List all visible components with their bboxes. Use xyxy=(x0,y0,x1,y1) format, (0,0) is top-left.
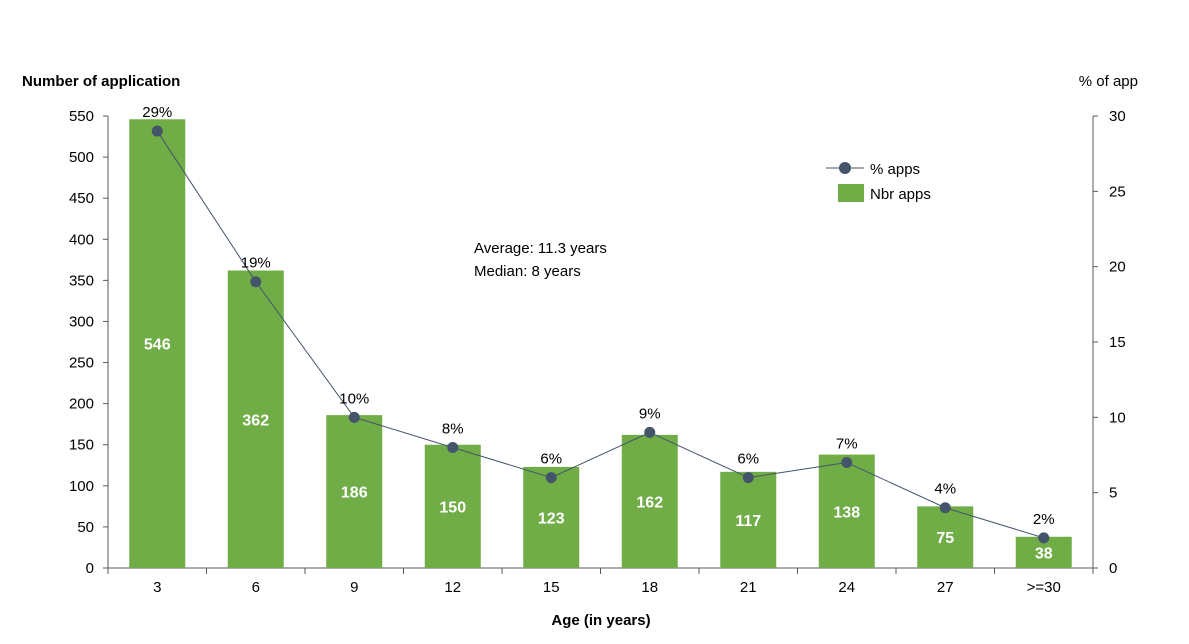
bar-value-label: 362 xyxy=(242,412,269,429)
y-axis-title: Number of application xyxy=(22,73,180,90)
x-tick-label: 24 xyxy=(838,579,855,596)
y-tick-label: 250 xyxy=(69,355,94,372)
line-value-label: 6% xyxy=(540,451,562,468)
y-tick-label: 150 xyxy=(69,437,94,454)
x-tick-label: 3 xyxy=(153,579,161,596)
legend-item-bar: Nbr apps xyxy=(838,184,931,203)
legend-label-bar: Nbr apps xyxy=(870,186,931,203)
line-point xyxy=(545,472,557,484)
y2-tick-label: 10 xyxy=(1109,409,1126,426)
y2-tick-label: 0 xyxy=(1109,560,1117,577)
y2-tick-label: 30 xyxy=(1109,108,1126,125)
line-point xyxy=(841,457,853,469)
line-value-label: 19% xyxy=(241,255,271,272)
legend-marker-swatch xyxy=(839,162,851,174)
bar-value-label: 150 xyxy=(439,499,466,516)
legend-label-line: % apps xyxy=(870,161,920,178)
y-tick-label: 0 xyxy=(86,560,94,577)
bar xyxy=(621,434,678,568)
bars xyxy=(129,119,1072,569)
y-tick-label: 300 xyxy=(69,313,94,330)
bar xyxy=(227,270,284,568)
line-point xyxy=(644,426,656,438)
data-labels: 546 362 186 150 123 162 117 138 75 38 29% 19% 10% 8% 6… xyxy=(142,104,1054,562)
line-point xyxy=(1038,532,1050,544)
legend: % apps Nbr apps xyxy=(826,161,931,203)
bar-value-label: 186 xyxy=(341,485,368,502)
line-value-label: 10% xyxy=(339,390,369,407)
line-value-label: 9% xyxy=(639,405,661,422)
bar-value-label: 38 xyxy=(1035,545,1053,562)
line-value-label: 6% xyxy=(737,451,759,468)
y-tick-label: 500 xyxy=(69,149,94,166)
annotation-average: Average: 11.3 years xyxy=(474,240,607,257)
x-tick-label: 27 xyxy=(937,579,954,596)
bar-value-label: 117 xyxy=(735,513,761,530)
bar-value-label: 75 xyxy=(936,530,954,547)
y2-tick-label: 5 xyxy=(1109,485,1117,502)
bar-value-label: 123 xyxy=(538,510,565,527)
line-point xyxy=(348,411,360,423)
line-point xyxy=(742,472,754,484)
bar xyxy=(326,415,383,568)
y-tick-label: 350 xyxy=(69,272,94,289)
line-point xyxy=(447,441,459,453)
y-tick-label: 50 xyxy=(77,519,94,536)
x-tick-label: 15 xyxy=(543,579,560,596)
line-value-label: 7% xyxy=(836,436,858,453)
bar xyxy=(523,466,580,568)
bar-value-label: 138 xyxy=(833,504,860,521)
line-point xyxy=(250,276,262,288)
line-value-label: 8% xyxy=(442,420,464,437)
x-tick-label: 18 xyxy=(641,579,658,596)
percent-series-line xyxy=(156,130,1044,539)
y2-axis-title: % of app xyxy=(1079,73,1138,90)
y2-tick-label: 15 xyxy=(1109,334,1126,351)
y-tick-label: 550 xyxy=(69,108,94,125)
axes: 0 50 100 150 200 250 300 350 400 450 500 550 0 5 10 15 2… xyxy=(69,108,1126,596)
line-point xyxy=(151,125,163,137)
y-tick-label: 100 xyxy=(69,478,94,495)
x-tick-label: 9 xyxy=(350,579,358,596)
line-value-label: 4% xyxy=(934,481,956,498)
x-tick-label: >=30 xyxy=(1027,579,1061,596)
y2-tick-label: 25 xyxy=(1109,183,1126,200)
bar xyxy=(720,471,777,568)
annotation-median: Median: 8 years xyxy=(474,263,581,280)
x-axis-title: Age (in years) xyxy=(551,612,650,629)
bar-value-label: 546 xyxy=(144,337,171,354)
x-tick-label: 6 xyxy=(252,579,260,596)
y-tick-label: 400 xyxy=(69,231,94,248)
x-tick-label: 12 xyxy=(444,579,461,596)
legend-bar-swatch xyxy=(838,184,864,202)
bar-value-label: 162 xyxy=(636,494,663,511)
bar xyxy=(424,444,481,568)
percent-line xyxy=(151,125,1050,544)
y-tick-label: 450 xyxy=(69,190,94,207)
bar xyxy=(818,454,875,568)
bar xyxy=(917,506,974,568)
line-point xyxy=(939,502,951,514)
bar xyxy=(129,119,186,569)
x-tick-label: 21 xyxy=(740,579,757,596)
line-value-label: 29% xyxy=(142,104,172,121)
legend-item-line: % apps xyxy=(826,161,920,178)
y2-tick-label: 20 xyxy=(1109,259,1126,276)
y-tick-label: 200 xyxy=(69,396,94,413)
line-value-label: 2% xyxy=(1033,511,1055,528)
